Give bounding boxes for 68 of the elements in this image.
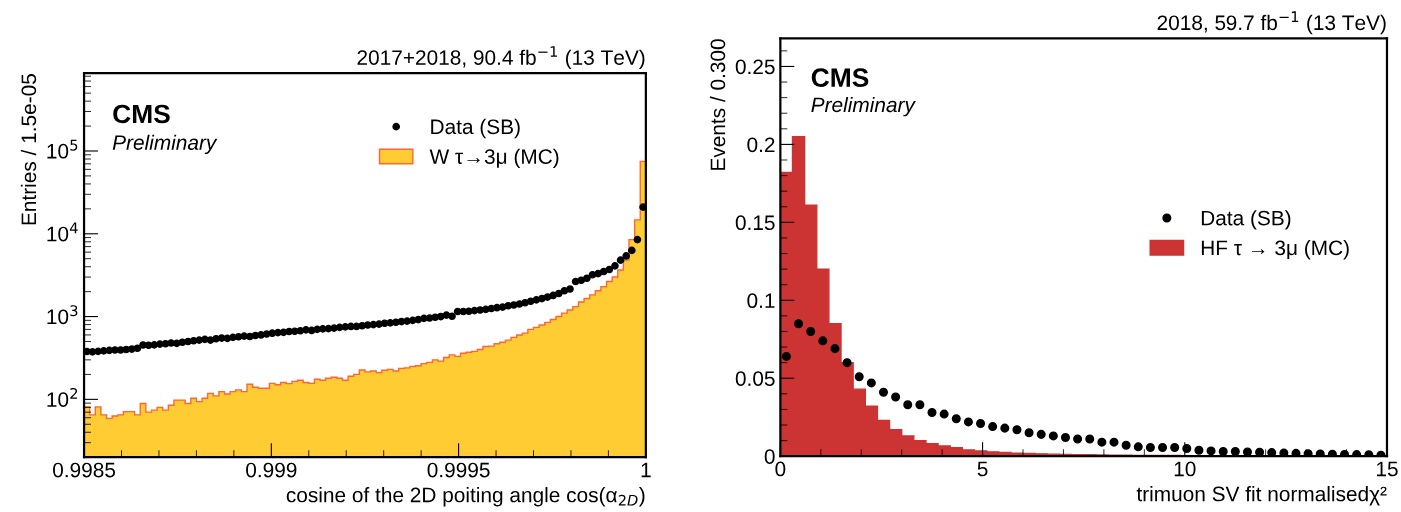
y-axis-title: Entries / 1.5e-05 xyxy=(20,74,37,225)
point xyxy=(951,414,961,424)
y-tick-label: 10$^{3}$ xyxy=(47,305,78,325)
point xyxy=(1048,431,1058,441)
y-tick-label: 10$^{2}$ xyxy=(47,387,78,407)
point xyxy=(1145,442,1155,452)
point xyxy=(1109,437,1119,447)
point xyxy=(1036,429,1046,439)
y-tick-label: 0.1 xyxy=(747,293,775,309)
annotation: CMS xyxy=(113,104,170,124)
point xyxy=(1085,434,1095,444)
point xyxy=(830,344,840,354)
point xyxy=(988,422,998,432)
point xyxy=(903,400,913,410)
point xyxy=(1060,432,1070,442)
annotation: CMS xyxy=(811,68,869,88)
y-tick-label: 10$^{4}$ xyxy=(47,222,78,242)
point xyxy=(939,409,949,419)
point xyxy=(1194,445,1204,455)
point xyxy=(818,336,828,346)
annotation: Preliminary xyxy=(112,134,218,155)
y-axis-title: Events / 0.300 xyxy=(709,39,726,170)
point xyxy=(1170,442,1180,452)
point xyxy=(781,351,791,361)
y-tick-label: 0 xyxy=(764,449,775,464)
y-tick-label: 0.25 xyxy=(735,59,775,75)
point xyxy=(1012,425,1022,435)
point xyxy=(842,358,852,368)
point xyxy=(854,372,864,382)
point xyxy=(1000,423,1010,433)
point xyxy=(927,408,937,418)
point xyxy=(1024,428,1034,438)
x-tick-label: 1 xyxy=(641,462,651,478)
x-axis-title: trimuon SV fit normalisedχ² xyxy=(1136,486,1387,506)
x-tick-label: 0.9995 xyxy=(427,462,490,478)
legend-label: W τ→3μ (MC) xyxy=(429,148,559,169)
x-tick-label: 0.9985 xyxy=(53,462,116,478)
point xyxy=(915,400,925,410)
point xyxy=(1133,442,1143,452)
y-tick-label: 0.05 xyxy=(735,371,775,386)
y-tick-label: 0.15 xyxy=(735,215,775,231)
point xyxy=(866,378,876,388)
legend-label: HF τ → 3μ (MC) xyxy=(1201,239,1349,260)
x-tick-label: 10 xyxy=(1174,461,1196,477)
legend-label: Data (SB) xyxy=(1201,210,1291,230)
annotation: Preliminary xyxy=(811,96,916,117)
point xyxy=(806,326,816,336)
point xyxy=(1206,446,1216,456)
point xyxy=(1073,434,1083,444)
point xyxy=(878,387,888,397)
x-tick-label: 0 xyxy=(775,461,786,477)
chart-title: 2017+2018, 90.4 fb$^{−1}$ (13 TeV) xyxy=(357,46,645,70)
point xyxy=(1121,440,1131,450)
y-tick-label: 0.2 xyxy=(747,137,775,153)
x-tick-label: 0.999 xyxy=(246,462,297,478)
point xyxy=(1097,437,1107,447)
point xyxy=(976,418,986,428)
legend-label: Data (SB) xyxy=(431,118,520,139)
point xyxy=(891,392,901,402)
point xyxy=(1182,444,1192,454)
y-tick-label: 10$^{5}$ xyxy=(47,139,78,159)
x-axis-title: cosine of the 2D poiting angle cos(α$_{2D}$) xyxy=(286,487,645,507)
x-tick-label: 5 xyxy=(977,461,988,477)
chart-title: 2018, 59.7 fb$^{−1}$ (13 TeV) xyxy=(1157,11,1386,35)
point xyxy=(1158,442,1168,452)
point xyxy=(794,319,804,329)
point xyxy=(963,417,973,427)
x-tick-label: 15 xyxy=(1376,461,1398,477)
